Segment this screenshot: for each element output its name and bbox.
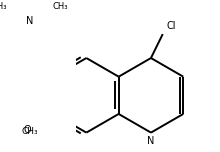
Text: N: N	[26, 16, 34, 26]
Text: CH₃: CH₃	[0, 2, 7, 11]
Text: CH₃: CH₃	[22, 127, 38, 136]
Text: N: N	[147, 136, 155, 146]
Text: Cl: Cl	[167, 21, 176, 31]
Text: O: O	[24, 125, 31, 135]
Text: CH₃: CH₃	[53, 2, 68, 11]
